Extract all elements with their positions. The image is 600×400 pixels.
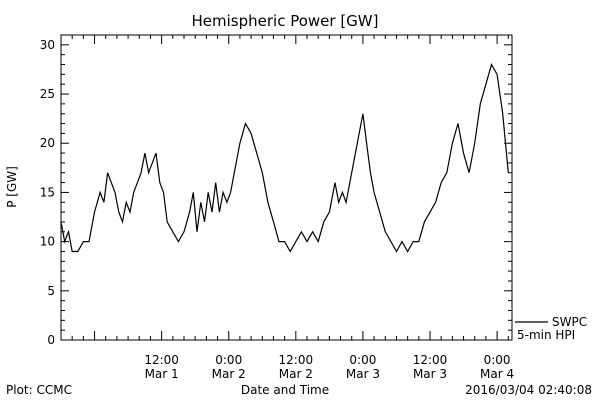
x-tick-label-date: Mar 4 [480,367,514,381]
y-tick-label: 25 [40,87,55,101]
legend: SWPC 5-min HPI [515,315,587,342]
x-tick-label-date: Mar 3 [346,367,380,381]
x-tick-label-time: 12:00 [279,353,314,367]
chart-title: Hemispheric Power [GW] [192,12,379,30]
x-tick-label-date: Mar 2 [212,367,246,381]
x-tick-label-time: 0:00 [215,353,242,367]
footer-credit: Plot: CCMC [6,383,72,397]
x-axis-label: Date and Time [241,383,329,397]
y-tick-label: 20 [40,136,55,150]
series-line-swpc-hpi [60,62,509,253]
y-axis-label: P [GW] [5,166,19,208]
y-axis: 0 5 10 15 20 25 30 [40,34,512,347]
y-tick-label: 10 [40,235,55,249]
y-tick-label: 30 [40,38,55,52]
footer-timestamp: 2016/03/04 02:40:08 [465,383,592,397]
x-tick-label-time: 0:00 [484,353,511,367]
y-tick-label: 5 [47,284,55,298]
plot-frame [60,34,513,341]
y-tick-label: 15 [40,185,55,199]
x-tick-label-date: Mar 3 [413,367,447,381]
x-tick-label-time: 12:00 [144,353,179,367]
legend-label-line2: 5-min HPI [517,328,575,342]
x-tick-label-date: Mar 2 [279,367,313,381]
x-tick-label-time: 0:00 [349,353,376,367]
x-tick-label-date: Mar 1 [145,367,179,381]
x-tick-label-time: 12:00 [413,353,448,367]
legend-label-line1: SWPC [552,315,587,329]
y-tick-label: 0 [47,333,55,347]
